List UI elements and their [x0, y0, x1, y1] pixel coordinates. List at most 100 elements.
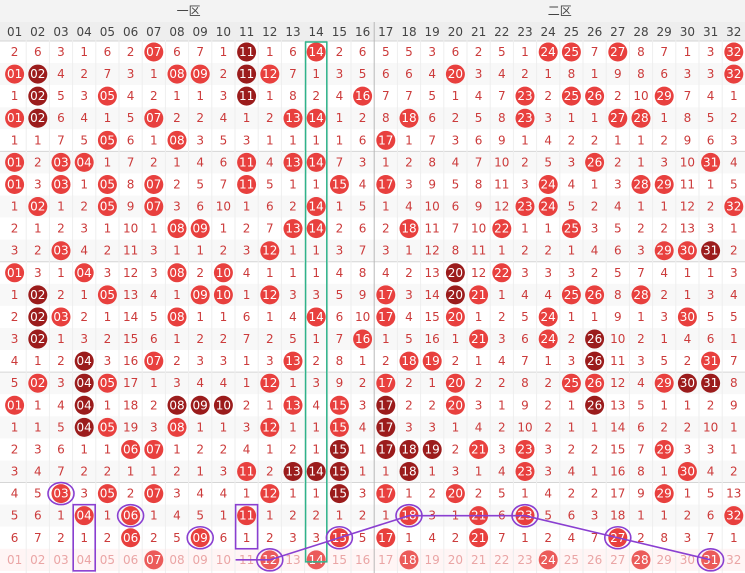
omission-count: 1 — [405, 487, 413, 501]
omission-count: 4 — [475, 420, 483, 434]
omission-count: 2 — [196, 442, 204, 456]
column-header: 09 — [193, 25, 208, 39]
omission-count: 7 — [730, 354, 738, 368]
ball — [5, 108, 25, 128]
omission-count: 4 — [220, 487, 228, 501]
omission-count: 3 — [11, 244, 19, 258]
ball-number: 24 — [541, 332, 556, 346]
omission-count: 2 — [637, 332, 645, 346]
omission-count: 1 — [289, 244, 297, 258]
omission-count: 1 — [568, 111, 576, 125]
ball — [5, 174, 25, 194]
ball — [376, 373, 396, 393]
ball-number: 20 — [448, 376, 463, 390]
ball-number: 08 — [169, 398, 184, 412]
omission-count: 1 — [150, 465, 158, 479]
omission-count: 1 — [266, 509, 274, 523]
ball — [5, 395, 25, 415]
omission-count: 6 — [637, 420, 645, 434]
omission-count: 1 — [57, 266, 65, 280]
omission-count: 5 — [266, 177, 274, 191]
omission-count: 4 — [312, 398, 320, 412]
omission-count: 1 — [312, 442, 320, 456]
omission-count: 1 — [220, 45, 228, 59]
omission-count: 1 — [104, 442, 112, 456]
ball — [585, 86, 605, 106]
omission-count: 2 — [11, 45, 19, 59]
omission-count: 3 — [660, 310, 668, 324]
omission-count: 4 — [11, 354, 19, 368]
omission-count: 5 — [336, 288, 344, 302]
ball-number: 14 — [309, 465, 324, 479]
omission-count: 3 — [707, 288, 715, 302]
ball-number: 17 — [378, 177, 393, 191]
ball-number: 17 — [378, 288, 393, 302]
omission-count: 7 — [104, 67, 112, 81]
ball — [144, 484, 164, 504]
omission-count: 3 — [289, 288, 297, 302]
ball-number: 21 — [471, 332, 486, 346]
ball-number: 07 — [146, 111, 161, 125]
omission-count: 2 — [660, 133, 668, 147]
omission-count: 3 — [660, 155, 668, 169]
omission-count: 2 — [11, 222, 19, 236]
omission-count: 4 — [220, 111, 228, 125]
omission-count: 1 — [730, 531, 738, 545]
omission-count: 1 — [544, 67, 552, 81]
omission-count: 3 — [521, 177, 529, 191]
ball-number: 11 — [239, 155, 254, 169]
omission-count: 1 — [11, 133, 19, 147]
ball — [585, 285, 605, 305]
omission-count: 1 — [707, 266, 715, 280]
omission-count: 2 — [684, 354, 692, 368]
omission-count: 4 — [498, 67, 506, 81]
row-band — [0, 173, 745, 196]
omission-count: 3 — [498, 442, 506, 456]
omission-count: 1 — [730, 222, 738, 236]
omission-count: 1 — [220, 222, 228, 236]
ball-number: 08 — [169, 310, 184, 324]
omission-count: 3 — [428, 420, 436, 434]
omission-count: 3 — [521, 266, 529, 280]
pending-number: 19 — [425, 553, 440, 567]
ball-number: 07 — [146, 487, 161, 501]
omission-count: 1 — [475, 465, 483, 479]
ball — [538, 42, 558, 62]
ball — [28, 373, 48, 393]
ball-number: 03 — [53, 155, 68, 169]
omission-count: 4 — [336, 266, 344, 280]
row-band — [0, 526, 745, 549]
omission-count: 3 — [568, 155, 576, 169]
omission-count: 5 — [196, 177, 204, 191]
omission-count: 1 — [684, 288, 692, 302]
omission-count: 16 — [425, 332, 440, 346]
ball — [492, 219, 512, 239]
ball — [515, 108, 535, 128]
omission-count: 2 — [104, 531, 112, 545]
ball-number: 29 — [657, 89, 672, 103]
omission-count: 12 — [610, 376, 625, 390]
omission-count: 8 — [637, 465, 645, 479]
omission-count: 9 — [127, 200, 135, 214]
omission-count: 1 — [266, 310, 274, 324]
omission-count: 11 — [471, 244, 486, 258]
omission-count: 8 — [730, 376, 738, 390]
pending-number: 26 — [587, 553, 602, 567]
omission-count: 1 — [289, 487, 297, 501]
omission-count: 2 — [544, 531, 552, 545]
ball-number: 25 — [564, 45, 579, 59]
ball-number: 10 — [216, 288, 231, 302]
row-band — [0, 416, 745, 439]
pending-number: 13 — [285, 553, 300, 567]
omission-count: 2 — [266, 531, 274, 545]
omission-count: 1 — [289, 177, 297, 191]
ball — [74, 263, 94, 283]
omission-count: 1 — [521, 133, 529, 147]
omission-count: 9 — [498, 133, 506, 147]
ball-number: 09 — [193, 288, 208, 302]
ball — [585, 395, 605, 415]
omission-count: 1 — [150, 67, 158, 81]
omission-count: 2 — [173, 354, 181, 368]
ball-number: 08 — [169, 67, 184, 81]
omission-count: 1 — [104, 111, 112, 125]
